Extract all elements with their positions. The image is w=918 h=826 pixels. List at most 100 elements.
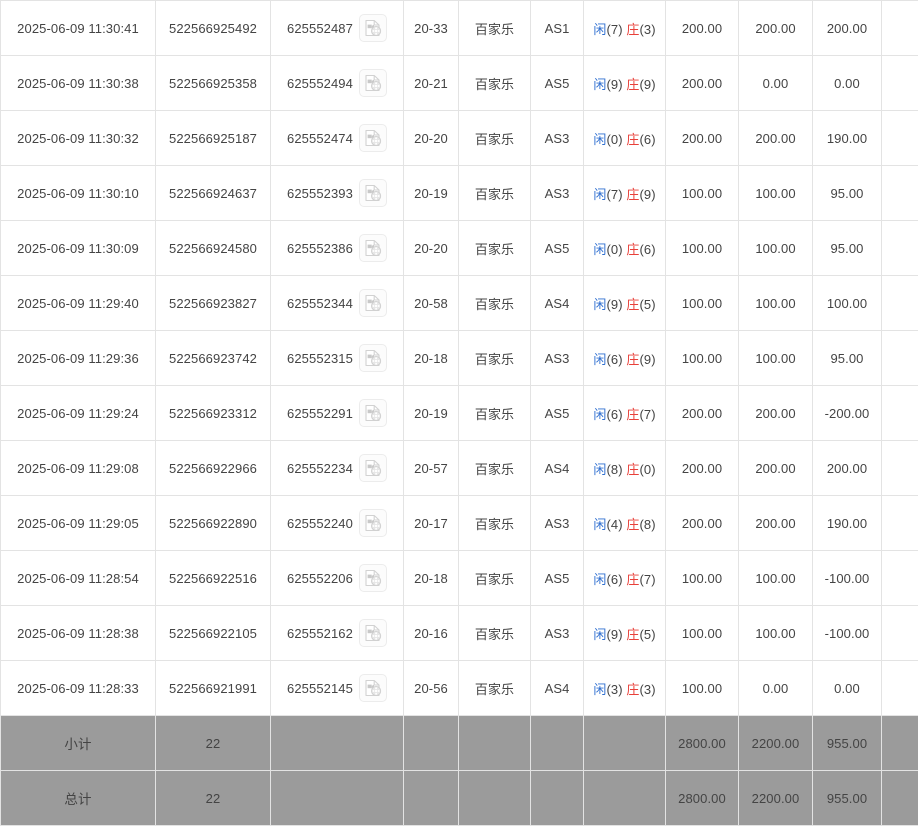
cell-bet-id: 522566922105 <box>156 606 271 661</box>
cell-extra <box>882 331 918 386</box>
video-replay-icon[interactable] <box>359 14 387 42</box>
banker-result-points: (3) <box>639 22 655 37</box>
cell-round-no: 625552474 <box>271 111 404 166</box>
cell-bet-id: 522566924580 <box>156 221 271 276</box>
video-replay-icon[interactable] <box>359 399 387 427</box>
cell-valid-bet: 200.00 <box>739 496 813 551</box>
video-replay-icon[interactable] <box>359 619 387 647</box>
summary-table-no <box>531 716 584 771</box>
cell-extra <box>882 551 918 606</box>
cell-shoe-no: 20-21 <box>404 56 459 111</box>
summary-label: 总计 <box>1 771 156 826</box>
cell-payout: 95.00 <box>813 166 882 221</box>
cell-table-no: AS5 <box>531 551 584 606</box>
cell-game-name: 百家乐 <box>459 386 531 441</box>
cell-payout: -100.00 <box>813 551 882 606</box>
cell-game-name: 百家乐 <box>459 606 531 661</box>
cell-game-result: 闲(9) 庄(5) <box>584 276 666 331</box>
cell-bet-id: 522566922890 <box>156 496 271 551</box>
summary-round <box>271 716 404 771</box>
cell-game-name: 百家乐 <box>459 661 531 716</box>
cell-round-no: 625552344 <box>271 276 404 331</box>
cell-shoe-no: 20-19 <box>404 386 459 441</box>
video-replay-icon[interactable] <box>359 509 387 537</box>
cell-table-no: AS1 <box>531 1 584 56</box>
video-replay-icon[interactable] <box>359 124 387 152</box>
cell-valid-bet: 100.00 <box>739 221 813 276</box>
summary-table-no <box>531 771 584 826</box>
round-no-text: 625552145 <box>287 681 353 696</box>
cell-shoe-no: 20-58 <box>404 276 459 331</box>
banker-result-points: (7) <box>639 407 655 422</box>
video-replay-icon[interactable] <box>359 674 387 702</box>
cell-bet-id: 522566923827 <box>156 276 271 331</box>
cell-table-no: AS4 <box>531 441 584 496</box>
cell-round-no: 625552240 <box>271 496 404 551</box>
player-result-points: (6) <box>606 352 622 367</box>
video-replay-icon[interactable] <box>359 179 387 207</box>
cell-bet-amount: 100.00 <box>666 276 739 331</box>
cell-bet-amount: 100.00 <box>666 606 739 661</box>
player-result-label: 闲 <box>593 462 606 477</box>
summary-extra <box>882 771 918 826</box>
cell-table-no: AS5 <box>531 221 584 276</box>
cell-extra <box>882 386 918 441</box>
summary-extra <box>882 716 918 771</box>
banker-result-label: 庄 <box>626 187 639 202</box>
video-replay-icon[interactable] <box>359 564 387 592</box>
player-result-points: (8) <box>606 462 622 477</box>
banker-result-label: 庄 <box>626 77 639 92</box>
cell-bet-time: 2025-06-09 11:30:10 <box>1 166 156 221</box>
banker-result-label: 庄 <box>626 242 639 257</box>
video-replay-icon[interactable] <box>359 69 387 97</box>
banker-result-points: (9) <box>639 352 655 367</box>
cell-bet-time: 2025-06-09 11:30:32 <box>1 111 156 166</box>
cell-extra <box>882 276 918 331</box>
player-result-label: 闲 <box>593 242 606 257</box>
cell-shoe-no: 20-20 <box>404 221 459 276</box>
round-no-text: 625552291 <box>287 406 353 421</box>
cell-extra <box>882 111 918 166</box>
cell-bet-time: 2025-06-09 11:30:41 <box>1 1 156 56</box>
cell-bet-amount: 200.00 <box>666 1 739 56</box>
cell-round-no: 625552206 <box>271 551 404 606</box>
cell-round-no: 625552291 <box>271 386 404 441</box>
video-replay-icon[interactable] <box>359 289 387 317</box>
cell-game-name: 百家乐 <box>459 276 531 331</box>
cell-shoe-no: 20-17 <box>404 496 459 551</box>
video-replay-icon[interactable] <box>359 234 387 262</box>
cell-payout: 0.00 <box>813 56 882 111</box>
cell-bet-amount: 100.00 <box>666 331 739 386</box>
cell-valid-bet: 100.00 <box>739 166 813 221</box>
banker-result-label: 庄 <box>626 352 639 367</box>
summary-result <box>584 716 666 771</box>
cell-game-result: 闲(6) 庄(9) <box>584 331 666 386</box>
player-result-label: 闲 <box>593 682 606 697</box>
round-no-text: 625552487 <box>287 21 353 36</box>
cell-shoe-no: 20-56 <box>404 661 459 716</box>
banker-result-label: 庄 <box>626 682 639 697</box>
player-result-label: 闲 <box>593 297 606 312</box>
video-replay-icon[interactable] <box>359 454 387 482</box>
video-replay-icon[interactable] <box>359 344 387 372</box>
round-no-text: 625552393 <box>287 186 353 201</box>
cell-table-no: AS3 <box>531 331 584 386</box>
cell-bet-id: 522566925492 <box>156 1 271 56</box>
cell-valid-bet: 200.00 <box>739 111 813 166</box>
banker-result-label: 庄 <box>626 22 639 37</box>
summary-bet-amount: 2800.00 <box>666 771 739 826</box>
cell-shoe-no: 20-18 <box>404 331 459 386</box>
cell-bet-id: 522566925358 <box>156 56 271 111</box>
summary-payout: 955.00 <box>813 771 882 826</box>
cell-valid-bet: 200.00 <box>739 1 813 56</box>
summary-game <box>459 716 531 771</box>
cell-shoe-no: 20-16 <box>404 606 459 661</box>
cell-shoe-no: 20-19 <box>404 166 459 221</box>
cell-game-name: 百家乐 <box>459 496 531 551</box>
